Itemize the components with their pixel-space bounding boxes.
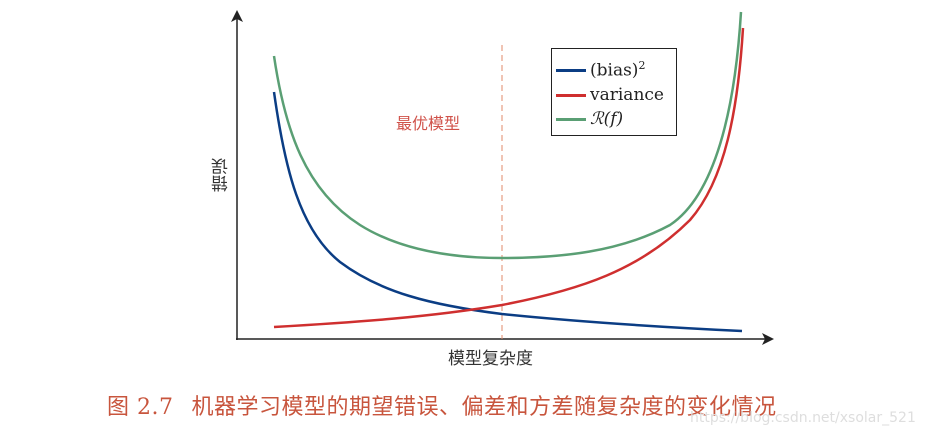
legend-item-variance: variance <box>556 84 664 106</box>
variance-curve <box>273 27 745 329</box>
legend: (bias)2 variance ℛ(f) <box>551 48 677 136</box>
figure-caption: 图 2.7 机器学习模型的期望错误、偏差和方差随复杂度的变化情况 <box>107 389 777 421</box>
risk-curve <box>272 11 743 260</box>
legend-label: variance <box>590 85 664 105</box>
legend-item-bias: (bias)2 <box>556 59 645 81</box>
watermark: https://blog.csdn.net/xsolar_521 <box>690 410 916 426</box>
legend-swatch <box>556 117 586 121</box>
bias-curve <box>272 91 743 333</box>
legend-label: (bias)2 <box>590 59 646 81</box>
caption-text: 机器学习模型的期望错误、偏差和方差随复杂度的变化情况 <box>191 395 777 420</box>
legend-label: ℛ(f) <box>590 109 624 129</box>
legend-item-risk: ℛ(f) <box>556 108 623 130</box>
y-axis-label: 错误 <box>212 158 232 192</box>
optimal-model-annotation: 最优模型 <box>396 114 461 133</box>
legend-swatch <box>556 93 586 97</box>
x-axis-label: 模型复杂度 <box>448 349 533 369</box>
figure-number: 图 2.7 <box>107 395 174 420</box>
legend-swatch <box>556 68 586 72</box>
